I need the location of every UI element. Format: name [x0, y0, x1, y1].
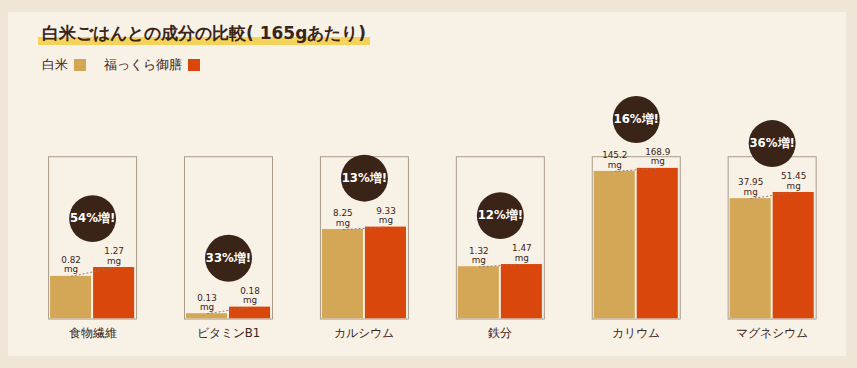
svg-text:36%増!: 36%増! — [749, 136, 794, 150]
svg-text:168.9mg: 168.9mg — [645, 147, 670, 166]
svg-text:0.82mg: 0.82mg — [61, 255, 81, 274]
svg-text:16%増!: 16%増! — [614, 112, 659, 126]
svg-text:37.95mg: 37.95mg — [738, 177, 763, 196]
html-text:白米: 白米 — [42, 57, 68, 72]
svg-text:1.27mg: 1.27mg — [104, 246, 124, 265]
svg-text:ビタミンB1: ビタミンB1 — [197, 326, 261, 340]
html-text:福っくら御膳: 福っくら御膳 — [104, 57, 182, 72]
svg-text:54%増!: 54%増! — [70, 211, 115, 225]
svg-text:13%増!: 13%増! — [342, 171, 387, 185]
html-text:白米ごはんとの成分の比較( 165gあたり): 白米ごはんとの成分の比較( 165gあたり) — [42, 23, 367, 43]
svg-text:カルシウム: カルシウム — [334, 326, 394, 340]
svg-text:マグネシウム: マグネシウム — [736, 326, 808, 340]
svg-text:33%増!: 33%増! — [206, 251, 251, 265]
svg-text:9.33mg: 9.33mg — [376, 206, 396, 225]
svg-text:カリウム: カリウム — [612, 326, 660, 340]
svg-text:1.32mg: 1.32mg — [469, 246, 489, 265]
svg-text:8.25mg: 8.25mg — [333, 208, 353, 227]
svg-text:鉄分: 鉄分 — [488, 326, 512, 340]
svg-text:145.2mg: 145.2mg — [602, 150, 627, 169]
svg-text:0.18mg: 0.18mg — [240, 286, 260, 305]
svg-text:食物繊維: 食物繊維 — [69, 326, 117, 340]
svg-text:0.13mg: 0.13mg — [197, 293, 217, 312]
svg-text:1.47mg: 1.47mg — [512, 243, 532, 262]
svg-text:51.45mg: 51.45mg — [781, 171, 806, 190]
svg-text:12%増!: 12%増! — [478, 208, 523, 222]
